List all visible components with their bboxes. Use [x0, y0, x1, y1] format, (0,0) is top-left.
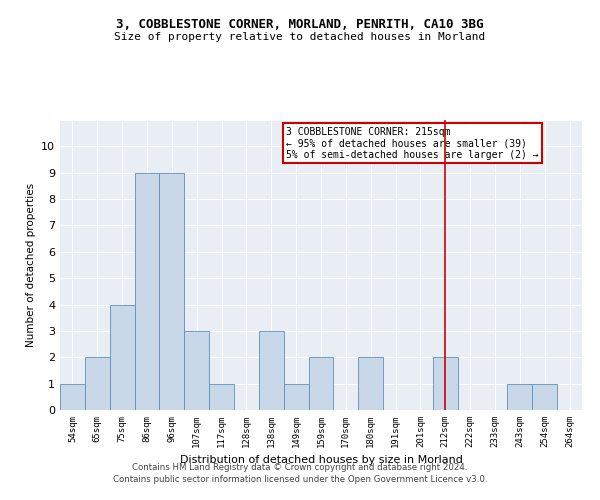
Text: 3 COBBLESTONE CORNER: 215sqm
← 95% of detached houses are smaller (39)
5% of sem: 3 COBBLESTONE CORNER: 215sqm ← 95% of de…	[286, 126, 539, 160]
Bar	[134, 172, 160, 410]
Bar	[85, 358, 110, 410]
Bar	[358, 358, 383, 410]
Bar	[308, 358, 334, 410]
Bar	[110, 304, 134, 410]
Text: Contains HM Land Registry data © Crown copyright and database right 2024.: Contains HM Land Registry data © Crown c…	[132, 462, 468, 471]
Bar	[209, 384, 234, 410]
X-axis label: Distribution of detached houses by size in Morland: Distribution of detached houses by size …	[179, 456, 463, 466]
Bar	[160, 172, 184, 410]
Y-axis label: Number of detached properties: Number of detached properties	[26, 183, 35, 347]
Bar	[508, 384, 532, 410]
Bar	[532, 384, 557, 410]
Bar	[60, 384, 85, 410]
Bar	[284, 384, 308, 410]
Bar	[259, 331, 284, 410]
Bar	[433, 358, 458, 410]
Text: 3, COBBLESTONE CORNER, MORLAND, PENRITH, CA10 3BG: 3, COBBLESTONE CORNER, MORLAND, PENRITH,…	[116, 18, 484, 30]
Text: Contains public sector information licensed under the Open Government Licence v3: Contains public sector information licen…	[113, 475, 487, 484]
Text: Size of property relative to detached houses in Morland: Size of property relative to detached ho…	[115, 32, 485, 42]
Bar	[184, 331, 209, 410]
